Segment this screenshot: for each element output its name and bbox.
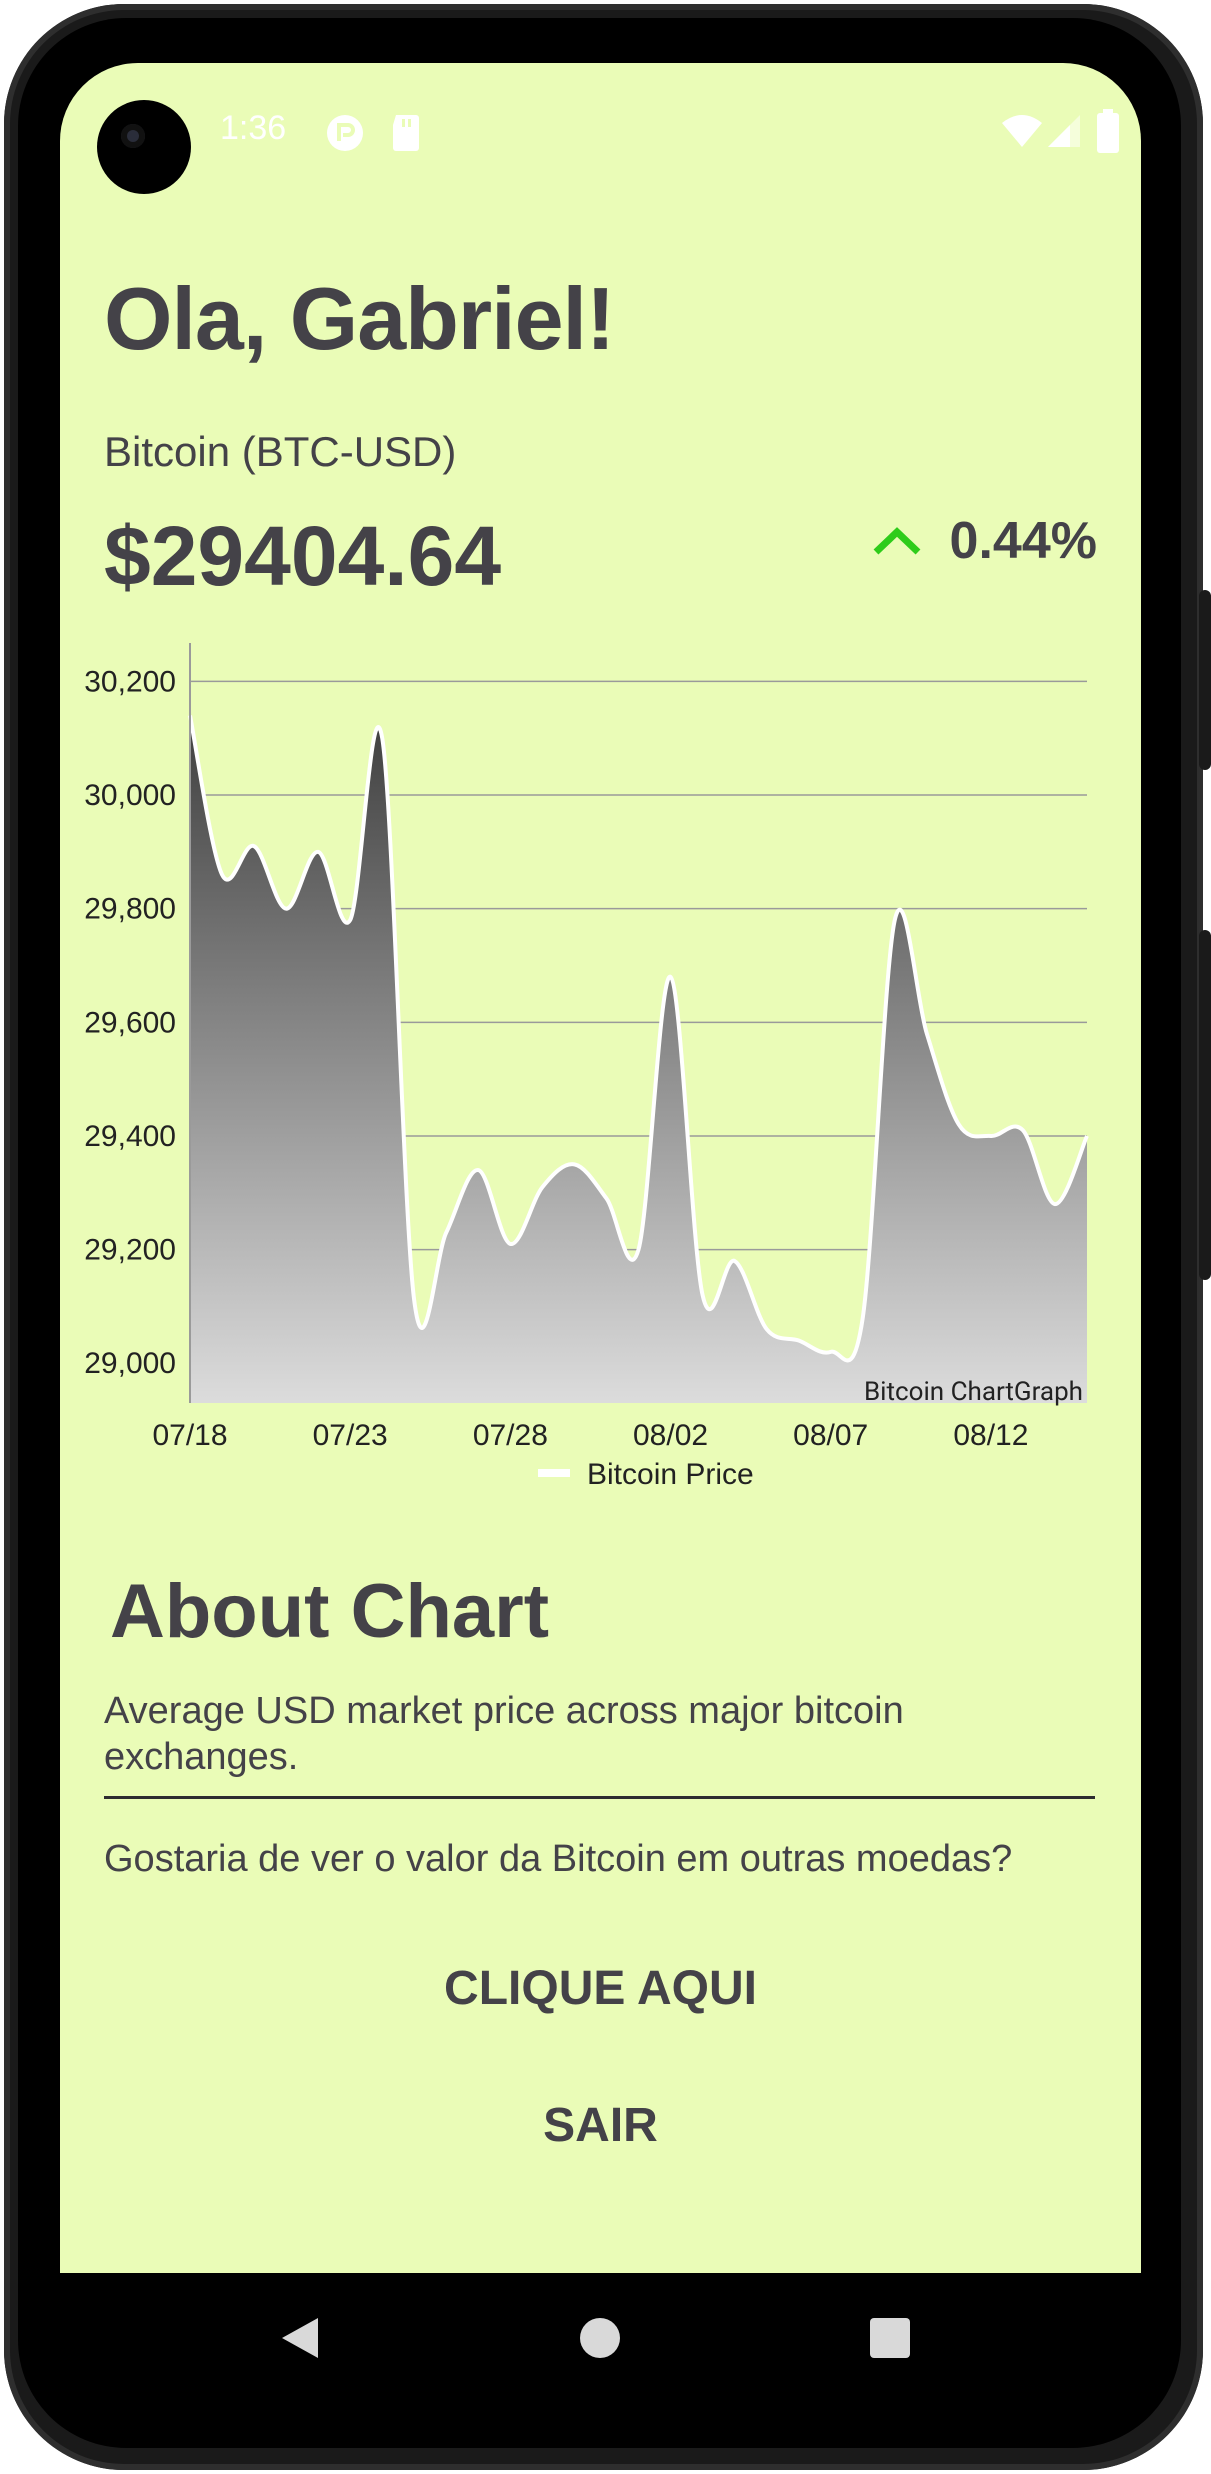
volume-button: [1199, 590, 1211, 770]
price-area: [190, 715, 1087, 1403]
legend-swatch: [538, 1469, 570, 1477]
data-point: [988, 1133, 994, 1139]
battery-icon: [1097, 109, 1119, 153]
price-line: [188, 715, 1089, 1363]
y-tick-label: 29,800: [84, 893, 176, 926]
data-point: [315, 849, 321, 855]
data-point: [796, 1338, 802, 1344]
data-point: [411, 1298, 417, 1304]
data-point: [603, 1195, 609, 1201]
navigation-bar: [60, 2273, 1141, 2403]
power-button: [1199, 930, 1211, 1280]
data-point: [539, 1184, 545, 1190]
data-point: [956, 1122, 962, 1128]
x-tick-label: 08/12: [953, 1419, 1028, 1452]
data-point: [1020, 1127, 1026, 1133]
data-point: [507, 1241, 513, 1247]
x-tick-label: 07/23: [313, 1419, 388, 1452]
data-point: [700, 1292, 706, 1298]
x-tick-label: 08/02: [633, 1419, 708, 1452]
ticker-symbol: Bitcoin (BTC-USD): [104, 428, 457, 475]
x-tick-label: 07/28: [473, 1419, 548, 1452]
x-tick-label: 07/18: [152, 1419, 227, 1452]
data-point: [251, 843, 257, 849]
about-text: Average USD market price across major bi…: [104, 1690, 904, 1778]
x-tick-label: 08/07: [793, 1419, 868, 1452]
sd-card-icon: [393, 115, 419, 151]
home-icon: [580, 2318, 620, 2358]
y-tick-label: 30,200: [84, 665, 176, 698]
app-screen: 1:36 Ola, Gabriel! Bitcoin (BTC-USD: [60, 63, 1141, 2273]
data-point: [924, 1031, 930, 1037]
data-point: [219, 872, 225, 878]
change-percent: 0.44%: [949, 512, 1097, 570]
recents-button[interactable]: [850, 2273, 930, 2403]
y-tick-label: 29,600: [84, 1006, 176, 1039]
divider: [104, 1796, 1095, 1799]
bitcoin-price-chart: 30,200 30,000 29,800 29,600 29,400 29,200 29,0…: [84, 643, 1090, 1491]
data-point: [283, 906, 289, 912]
data-point: [668, 974, 674, 980]
data-point: [732, 1258, 738, 1264]
data-point: [764, 1326, 770, 1332]
data-point: [1084, 1133, 1090, 1139]
wifi-icon: [1002, 115, 1042, 147]
home-button[interactable]: [560, 2273, 640, 2403]
back-icon: [282, 2318, 318, 2358]
price-value: $29404.64: [104, 509, 502, 603]
arrow-up-icon: [873, 527, 920, 555]
data-point: [636, 1247, 642, 1253]
data-point: [347, 917, 353, 923]
data-point: [475, 1167, 481, 1173]
front-camera: [97, 100, 191, 194]
exit-button[interactable]: SAIR: [60, 2098, 1141, 2153]
back-button[interactable]: [260, 2273, 340, 2403]
price-change: 0.44%: [872, 511, 1097, 571]
data-point: [187, 713, 193, 719]
signal-icon: [1048, 115, 1080, 147]
greeting-title: Ola, Gabriel!: [104, 269, 615, 368]
data-point: [443, 1230, 449, 1236]
y-tick-label: 29,200: [84, 1234, 176, 1267]
status-time: 1:36: [220, 109, 287, 147]
currency-question: Gostaria de ver o valor da Bitcoin em ou…: [104, 1838, 1013, 1880]
data-point: [892, 917, 898, 923]
data-point: [571, 1161, 577, 1167]
about-title: About Chart: [110, 1569, 550, 1654]
legend-label: Bitcoin Price: [587, 1458, 754, 1491]
y-tick-label: 29,400: [84, 1120, 176, 1153]
notification-app-icon: [327, 115, 363, 151]
click-here-button[interactable]: CLIQUE AQUI: [60, 1961, 1141, 2016]
y-tick-label: 30,000: [84, 779, 176, 812]
chart-description: Bitcoin ChartGraph: [864, 1377, 1083, 1407]
data-point: [860, 1315, 866, 1321]
status-bar: 1:36: [60, 63, 1141, 203]
data-point: [1052, 1201, 1058, 1207]
data-point: [828, 1349, 834, 1355]
y-tick-label: 29,000: [84, 1347, 176, 1380]
data-point: [379, 735, 385, 741]
recents-icon: [870, 2318, 910, 2358]
